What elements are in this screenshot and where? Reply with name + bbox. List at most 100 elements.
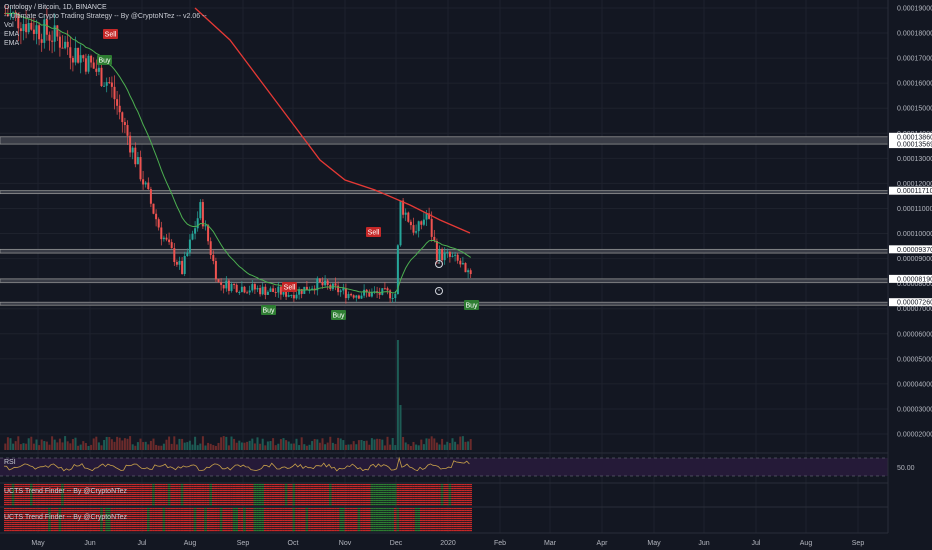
candle-body[interactable] [142, 179, 145, 185]
candle-body[interactable] [433, 236, 436, 241]
candle-body[interactable] [12, 12, 15, 14]
candle-body[interactable] [188, 239, 191, 253]
vol-label[interactable]: Vol [4, 22, 14, 29]
candle-body[interactable] [259, 287, 262, 295]
candle-body[interactable] [318, 278, 321, 283]
candle-body[interactable] [311, 288, 314, 290]
candle-body[interactable] [256, 287, 259, 290]
candle-body[interactable] [38, 25, 41, 40]
candle-body[interactable] [412, 225, 415, 233]
candle-body[interactable] [191, 233, 194, 240]
candle-body[interactable] [51, 40, 54, 42]
candle-body[interactable] [469, 270, 472, 275]
candle-body[interactable] [53, 25, 56, 42]
candle-body[interactable] [357, 295, 360, 299]
candle-body[interactable] [110, 82, 113, 87]
candle-body[interactable] [425, 213, 428, 220]
candle-body[interactable] [64, 41, 67, 49]
candle-body[interactable] [186, 252, 189, 257]
candle-body[interactable] [409, 221, 412, 226]
candle-body[interactable] [316, 278, 319, 291]
candle-body[interactable] [19, 28, 22, 32]
candle-body[interactable] [407, 212, 410, 222]
ema-label[interactable]: EMA [4, 31, 20, 38]
candle-body[interactable] [58, 36, 61, 48]
candle-body[interactable] [201, 202, 204, 227]
candle-body[interactable] [103, 85, 106, 87]
candle-body[interactable] [391, 298, 394, 300]
candle-body[interactable] [261, 286, 264, 295]
candle-body[interactable] [238, 291, 241, 293]
candle-body[interactable] [287, 295, 290, 297]
candle-body[interactable] [43, 19, 46, 43]
candle-body[interactable] [144, 182, 147, 185]
candle-body[interactable] [277, 286, 280, 293]
alarm-clock-icon[interactable] [435, 260, 443, 268]
candle-body[interactable] [225, 280, 228, 289]
candle-body[interactable] [97, 67, 100, 72]
candle-body[interactable] [165, 237, 168, 240]
candle-body[interactable] [331, 283, 334, 290]
candle-body[interactable] [175, 262, 178, 265]
candle-body[interactable] [134, 147, 137, 165]
candle-body[interactable] [149, 189, 152, 204]
trend-finder-pane-label[interactable]: UCTS Trend Finder -- By @CryptoNTez [4, 488, 128, 495]
candle-body[interactable] [212, 255, 215, 262]
candle-body[interactable] [363, 289, 366, 296]
rsi-pane-label[interactable]: RSI [4, 459, 16, 466]
candle-body[interactable] [381, 288, 384, 295]
candle-body[interactable] [326, 280, 329, 285]
candle-body[interactable] [266, 291, 269, 295]
candle-body[interactable] [196, 218, 199, 229]
candle-body[interactable] [269, 288, 272, 292]
candle-body[interactable] [92, 62, 95, 69]
candle-body[interactable] [324, 280, 327, 286]
trend-finder-pane-label[interactable]: UCTS Trend Finder -- By @CryptoNTez [4, 514, 128, 521]
candle-body[interactable] [116, 99, 119, 106]
candle-body[interactable] [253, 284, 256, 290]
candle-body[interactable] [222, 284, 225, 289]
candle-body[interactable] [48, 34, 51, 41]
candle-body[interactable] [415, 231, 418, 233]
candle-body[interactable] [300, 289, 303, 294]
candle-body[interactable] [386, 288, 389, 291]
candle-body[interactable] [82, 55, 85, 59]
candle-body[interactable] [337, 285, 340, 293]
candle-body[interactable] [123, 122, 126, 126]
candle-body[interactable] [40, 39, 43, 43]
candle-body[interactable] [344, 288, 347, 299]
candle-body[interactable] [170, 242, 173, 249]
candle-body[interactable] [365, 289, 368, 293]
candle-body[interactable] [17, 13, 20, 29]
candle-body[interactable] [14, 12, 17, 14]
candle-body[interactable] [199, 202, 202, 219]
candle-body[interactable] [22, 24, 25, 32]
candle-body[interactable] [339, 290, 342, 293]
candle-body[interactable] [162, 237, 165, 240]
candlesticks[interactable] [4, 5, 472, 304]
candle-body[interactable] [207, 225, 210, 242]
candle-body[interactable] [355, 295, 358, 298]
candle-body[interactable] [454, 254, 457, 256]
candle-body[interactable] [227, 280, 230, 291]
price-axis[interactable]: 0.000190000.000180000.000170000.00016000… [897, 6, 932, 439]
candle-body[interactable] [430, 218, 433, 237]
candle-body[interactable] [129, 135, 132, 153]
candle-body[interactable] [389, 290, 392, 299]
candle-body[interactable] [467, 270, 470, 273]
candle-body[interactable] [243, 286, 246, 293]
candle-body[interactable] [240, 286, 243, 292]
candle-body[interactable] [342, 288, 345, 291]
candle-body[interactable] [456, 254, 459, 261]
candle-body[interactable] [157, 219, 160, 228]
candle-body[interactable] [370, 292, 373, 297]
candle-body[interactable] [181, 260, 184, 274]
candle-body[interactable] [79, 55, 82, 63]
candle-body[interactable] [428, 213, 431, 219]
candle-body[interactable] [352, 295, 355, 298]
candle-body[interactable] [77, 47, 80, 63]
candle-body[interactable] [45, 19, 48, 35]
candle-body[interactable] [290, 295, 293, 297]
candle-body[interactable] [448, 252, 451, 257]
candle-body[interactable] [136, 157, 139, 165]
